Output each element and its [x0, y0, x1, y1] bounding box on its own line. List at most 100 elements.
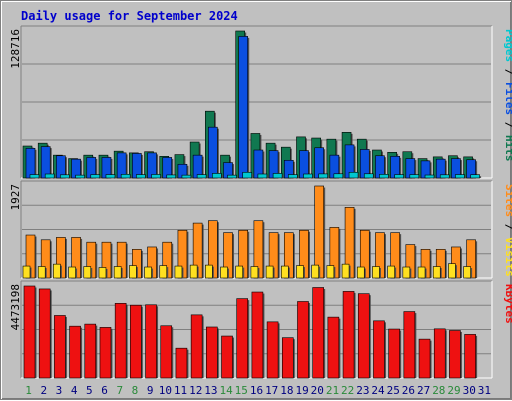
hits_panel-files-bar: [208, 126, 218, 179]
hits_panel-files-bar: [25, 148, 36, 179]
kbytes_panel-kbytes-bar: [312, 287, 324, 379]
visits_panel-visits-bar: [189, 264, 198, 279]
hits_panel-pages-bar: [272, 173, 283, 179]
visits_panel-legend-item: Visits: [503, 237, 512, 277]
x-day-label: 10: [159, 384, 172, 397]
visits_panel-visits-bar: [22, 265, 31, 279]
x-day-label: 24: [371, 384, 385, 397]
visits_panel-visits-bar: [159, 265, 168, 279]
hits_panel-pages-bar: [318, 173, 328, 179]
x-day-label: 16: [250, 384, 263, 397]
x-day-label: 30: [463, 384, 476, 397]
visits_panel-visits-bar: [113, 266, 122, 279]
x-day-label: 31: [478, 384, 491, 397]
x-day-label: 28: [432, 384, 445, 397]
x-day-label: 11: [174, 384, 187, 397]
visits_panel-ymax-label: 1927: [9, 184, 22, 211]
visits_panel-legend-item: Sites: [503, 184, 512, 217]
visits_panel-visits-bar: [235, 265, 244, 279]
kbytes_panel-kbytes-bar: [190, 314, 203, 379]
x-day-label: 25: [387, 384, 400, 397]
kbytes_panel-kbytes-bar: [327, 316, 340, 379]
hits_panel-pages-bar: [44, 173, 55, 179]
kbytes_panel-kbytes-bar: [357, 293, 370, 379]
x-day-label: 17: [265, 384, 278, 397]
hits_panel-pages-bar: [136, 174, 146, 179]
hits_panel: 128716 Pages / Files / Hits: [9, 25, 512, 179]
x-day-label: 14: [219, 384, 233, 397]
kbytes_panel-kbytes-bar: [160, 325, 173, 379]
hits_panel-pages-bar: [29, 174, 40, 179]
hits_panel-pages-bar: [287, 174, 298, 179]
x-day-label: 2: [40, 384, 47, 397]
kbytes_panel-kbytes-bar: [130, 304, 142, 379]
visits_panel-visits-bar: [387, 265, 395, 279]
hits_panel-pages-bar: [166, 174, 177, 179]
hits_panel-legend-item: Files: [503, 82, 512, 115]
hits_panel-pages-bar: [196, 174, 207, 179]
hits_panel-pages-bar: [470, 174, 480, 179]
visits_panel-visits-bar: [144, 266, 152, 279]
kbytes_panel-kbytes-bar: [388, 328, 400, 379]
hits_panel-pages-bar: [333, 173, 344, 179]
x-day-label: 19: [295, 384, 308, 397]
kbytes_panel-kbytes-bar: [99, 327, 112, 379]
kbytes_panel-kbytes-bar: [84, 323, 97, 379]
kbytes_panel-kbytes-bar: [464, 334, 476, 379]
visits_panel-visits-bar: [280, 265, 289, 279]
kbytes_panel-kbytes-bar: [221, 335, 233, 379]
hits_panel-pages-bar: [151, 174, 161, 179]
chart-title: Daily usage for September 2024: [21, 9, 238, 23]
x-day-label: 9: [147, 384, 154, 397]
hits_panel-pages-bar: [60, 174, 70, 179]
hits_panel-pages-bar: [105, 174, 116, 179]
x-day-label: 20: [311, 384, 324, 397]
visits_panel-legend-item: /: [503, 217, 512, 237]
hits_panel-pages-bar: [120, 174, 131, 179]
visits_panel-visits-bar: [326, 265, 335, 279]
kbytes_panel: 4473198 KBytes: [9, 280, 512, 379]
hits_panel-files-bar: [238, 36, 249, 179]
hits_panel-pages-bar: [379, 174, 389, 179]
hits_panel-pages-bar: [212, 173, 222, 179]
hits_panel-legend-item: /: [503, 62, 512, 82]
kbytes_panel-kbytes-bar: [69, 325, 81, 379]
kbytes_panel-kbytes-bar: [297, 301, 309, 379]
kbytes_panel-legend-item: KBytes: [503, 284, 512, 324]
x-day-label: 12: [189, 384, 202, 397]
x-day-label: 5: [86, 384, 93, 397]
hits_panel-ymax-label: 128716: [9, 29, 22, 69]
visits_panel-visits-bar: [402, 266, 411, 279]
x-day-label: 8: [132, 384, 139, 397]
hits_panel-pages-bar: [242, 171, 253, 179]
hits_panel-legend-item: Pages: [503, 29, 512, 62]
x-day-label: 1: [25, 384, 32, 397]
hits_panel-legend: Pages / Files / Hits: [503, 29, 512, 162]
kbytes_panel-ymax-label: 4473198: [9, 284, 22, 330]
visits_panel-visits-bar: [341, 263, 350, 279]
kbytes_panel-kbytes-bar: [206, 326, 218, 379]
x-day-label: 7: [116, 384, 123, 397]
visits_panel-visits-bar: [265, 265, 274, 279]
kbytes_panel-kbytes-bar: [175, 347, 188, 379]
kbytes_panel-kbytes-bar: [403, 311, 416, 379]
visits_panel-visits-bar: [311, 264, 319, 279]
kbytes_panel-kbytes-bar: [236, 298, 249, 379]
kbytes_panel-kbytes-bar: [373, 320, 385, 379]
visits_panel-visits-bar: [356, 266, 365, 279]
chart-panels: 128716 Pages / Files / Hits 1927 Sites / Vi…: [9, 25, 512, 379]
visits_panel-visits-bar: [205, 264, 213, 279]
x-day-label: 22: [341, 384, 354, 397]
x-day-label: 3: [56, 384, 63, 397]
x-day-label: 13: [204, 384, 217, 397]
visits_panel-visits-bar: [417, 266, 426, 279]
visits_panel-visits-bar: [448, 263, 456, 279]
x-day-label: 26: [402, 384, 415, 397]
visits_panel-visits-bar: [432, 266, 441, 279]
hits_panel-pages-bar: [90, 174, 101, 179]
visits_panel-visits-bar: [83, 266, 92, 279]
kbytes_panel-kbytes-bar: [23, 285, 36, 379]
x-day-label: 15: [235, 384, 248, 397]
